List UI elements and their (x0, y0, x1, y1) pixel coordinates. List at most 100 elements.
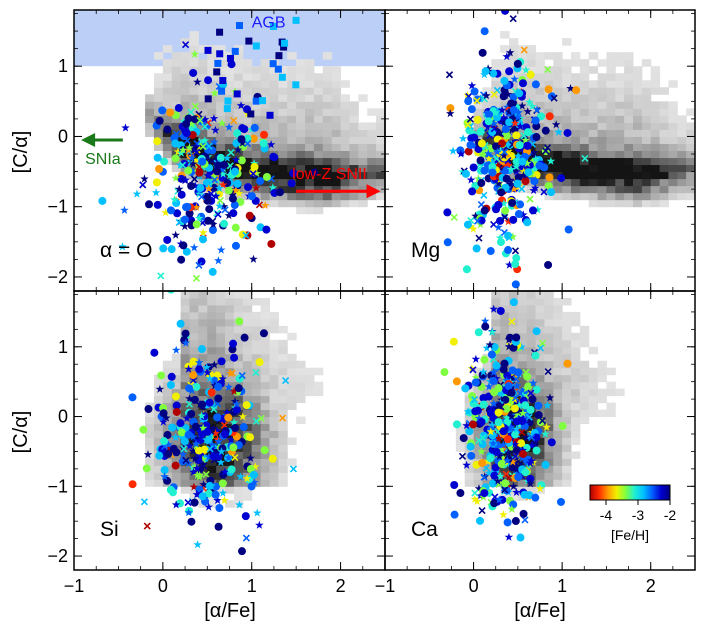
star-point (523, 218, 532, 227)
density-cell (225, 374, 235, 383)
density-cell (189, 346, 199, 355)
density-cell (207, 59, 217, 67)
density-cell (482, 136, 492, 144)
density-cell (260, 388, 270, 397)
star-point (249, 134, 258, 143)
density-cell (180, 472, 191, 480)
density-cell (633, 101, 643, 109)
star-marker (235, 500, 244, 509)
star-point (472, 244, 481, 253)
x-tick-label: 0 (158, 576, 168, 596)
density-cell (668, 80, 678, 88)
density-cell (153, 479, 164, 487)
density-cell (624, 199, 634, 208)
star-point (203, 427, 212, 436)
star-point (243, 183, 252, 192)
cross-marker (520, 46, 528, 54)
density-cell (251, 402, 262, 411)
density-cell (526, 318, 537, 327)
density-cell (597, 143, 607, 151)
density-cell (588, 402, 599, 411)
cross-marker (537, 344, 545, 352)
star-point (289, 169, 298, 178)
agb-star-marker (275, 52, 283, 60)
density-cell (251, 150, 262, 159)
star-marker (551, 120, 561, 129)
cross-marker (475, 234, 483, 242)
density-cell (526, 451, 537, 459)
star-marker (470, 494, 480, 503)
density-cell (579, 381, 590, 390)
density-cell (668, 157, 678, 166)
star-point (476, 156, 485, 165)
density-cell (269, 311, 279, 320)
density-cell (198, 291, 208, 299)
star-point (242, 401, 251, 410)
star-marker (526, 479, 535, 488)
density-cell (287, 122, 297, 130)
cross-marker (192, 274, 201, 282)
density-cell (278, 444, 288, 452)
star-point (507, 388, 516, 397)
density-cell (517, 367, 528, 376)
density-cell (313, 178, 324, 187)
density-cell (535, 52, 545, 60)
star-marker (506, 164, 516, 174)
density-cell (189, 45, 199, 53)
arrow-head (366, 184, 381, 199)
star-point (443, 238, 452, 247)
star-point (469, 420, 478, 429)
density-cell (464, 388, 475, 397)
star-marker (193, 470, 202, 479)
cross-marker (210, 176, 219, 184)
star-marker (255, 520, 264, 529)
density-cell (340, 171, 350, 180)
star-marker (499, 510, 508, 519)
density-cell (562, 136, 572, 144)
star-point (526, 70, 535, 79)
density-cell (171, 122, 182, 130)
density-cell (198, 94, 208, 102)
density-cell (553, 374, 563, 383)
star-marker (232, 399, 241, 408)
star-point (558, 422, 567, 431)
density-cell (225, 157, 235, 166)
star-marker (151, 188, 161, 197)
density-cell (180, 108, 191, 116)
density-cell (269, 178, 279, 187)
density-cell (242, 458, 253, 466)
density-cell (287, 129, 297, 137)
density-cell (225, 143, 235, 151)
density-cell (526, 465, 537, 473)
density-cell (659, 122, 669, 130)
star-point (189, 371, 198, 380)
density-cell (624, 94, 634, 102)
star-point (563, 359, 572, 368)
star-point (233, 129, 242, 138)
density-cell (340, 164, 350, 173)
density-cell (491, 94, 501, 102)
density-cell (500, 108, 510, 116)
density-cell (189, 59, 199, 67)
density-cell (376, 143, 385, 151)
cross-marker (501, 213, 509, 221)
density-cell (278, 94, 288, 102)
density-cell (305, 73, 315, 81)
cross-marker (471, 396, 479, 404)
density-cell (260, 59, 270, 67)
density-cell (180, 297, 191, 306)
density-cell (225, 73, 235, 81)
density-cell (491, 59, 501, 67)
density-cell (509, 304, 519, 313)
density-cell (571, 381, 581, 390)
density-cell (650, 136, 661, 144)
density-cell (305, 87, 315, 95)
density-cell (331, 178, 342, 187)
density-cell (349, 192, 359, 201)
density-cell (571, 192, 581, 201)
density-cell (260, 157, 270, 166)
density-cell (287, 353, 297, 362)
density-cell (171, 360, 182, 369)
density-cell (535, 87, 545, 95)
cross-marker (509, 15, 517, 23)
